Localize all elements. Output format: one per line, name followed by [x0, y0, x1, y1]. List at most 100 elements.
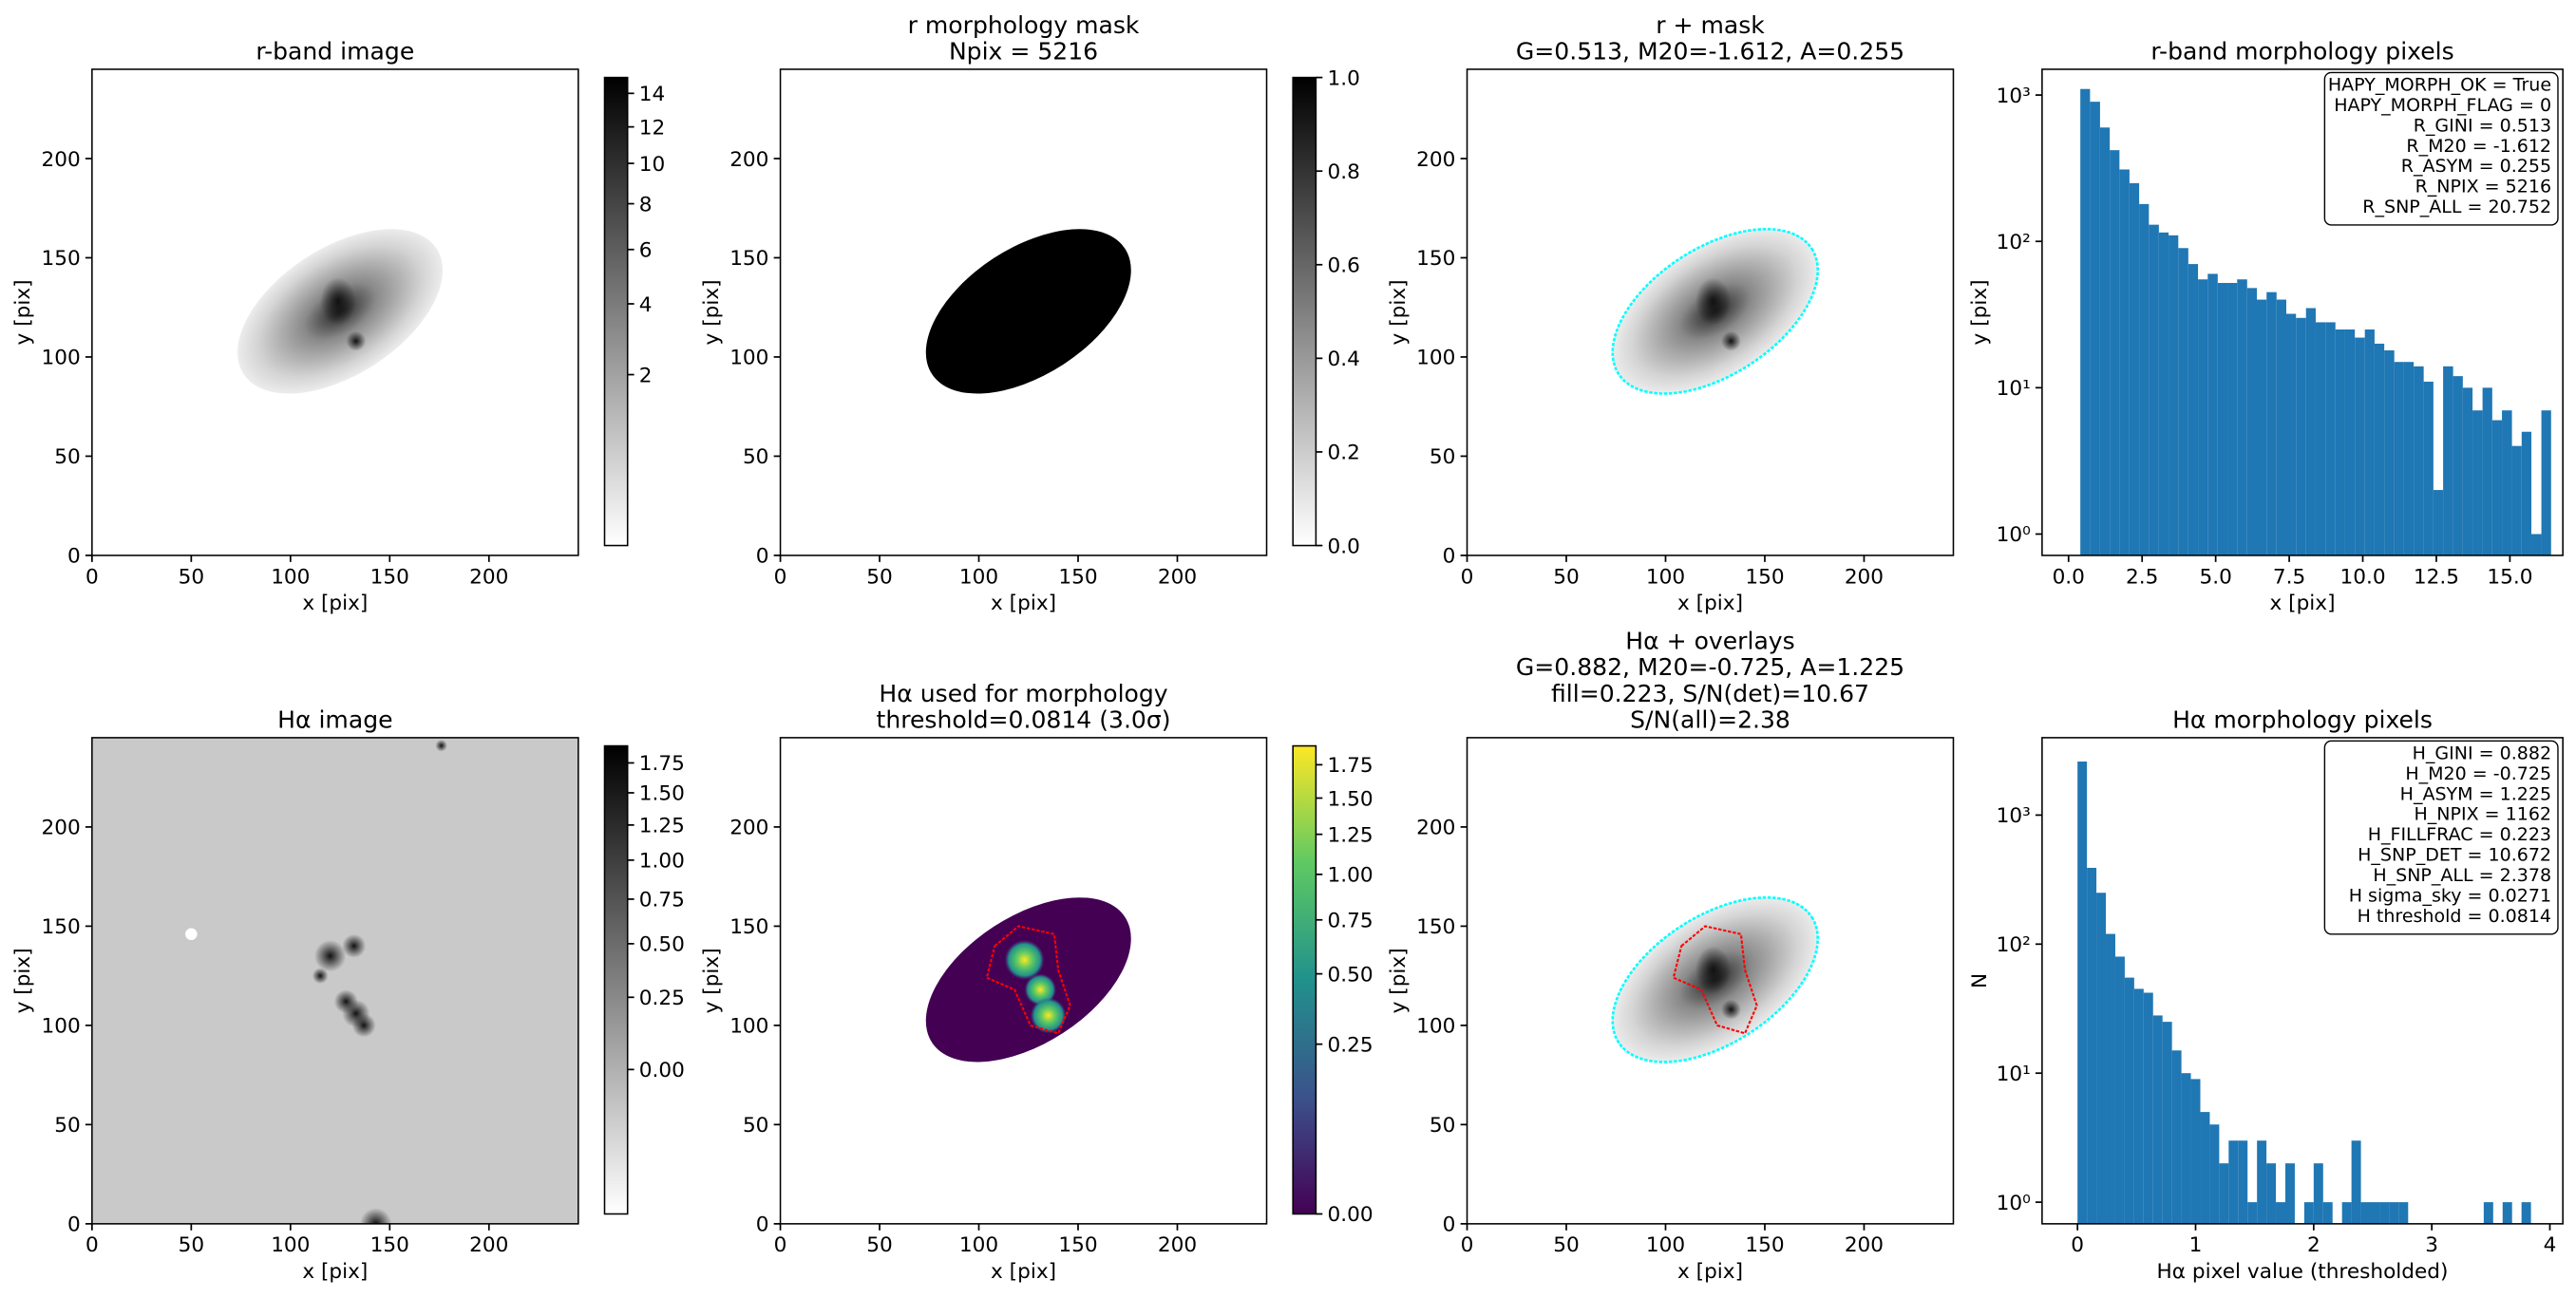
bar: [2178, 248, 2188, 555]
y-axis-label: y [pix]: [11, 948, 35, 1013]
annotation-box: [2323, 740, 2559, 935]
y-tick-label: 200: [42, 817, 81, 840]
emission-blob: [351, 1013, 376, 1038]
plot-area: [2077, 762, 2531, 1224]
chart-title: r + mask: [1656, 11, 1765, 39]
y-tick-label: 100: [1416, 1015, 1455, 1039]
x-tick-label: 150: [1745, 565, 1784, 589]
y-tick-label: 0: [67, 1213, 81, 1237]
chart-title: r-band image: [256, 38, 414, 66]
x-tick-label: 50: [179, 565, 205, 589]
x-tick-label: 0: [85, 1233, 99, 1257]
core: [1695, 946, 1732, 994]
emission-blob: [313, 940, 347, 972]
bar: [2398, 1202, 2409, 1224]
knot: [346, 330, 367, 351]
x-tick-label: 10.0: [2339, 565, 2385, 589]
bar: [2099, 127, 2111, 555]
emission-blob: [1024, 973, 1057, 1006]
knot: [1720, 999, 1741, 1020]
axes-frame: [2041, 737, 2564, 1225]
bar: [2322, 1202, 2333, 1224]
colorbar-tick-label: 1.50: [639, 782, 685, 806]
bar: [2364, 329, 2375, 555]
bar: [2403, 362, 2415, 555]
bar: [2453, 376, 2463, 555]
bar: [2152, 1015, 2163, 1224]
bar: [2482, 387, 2492, 555]
contour: [985, 925, 1071, 1035]
annotation-line: H_SNP_ALL = 2.378: [2373, 865, 2551, 886]
y-tick-label: 0: [1443, 545, 1456, 569]
x-tick-label: 150: [1058, 1233, 1097, 1257]
bar: [2181, 1073, 2191, 1224]
y-tick-label: 200: [729, 817, 768, 840]
y-tick-label: 10³: [1997, 85, 2031, 108]
bar: [2433, 490, 2444, 555]
y-tick-label: 10²: [1997, 231, 2031, 254]
x-tick-label: 12.5: [2414, 565, 2459, 589]
panel: 0 50 100 150 200 0 50 100 150 200 x [pix] y [pix] r-…: [11, 38, 665, 615]
emission-blob: [1030, 997, 1067, 1034]
annotation-line: H_SNP_DET = 10.672: [2358, 845, 2551, 866]
contour: [1672, 925, 1758, 1035]
y-tick-label: 0: [756, 545, 769, 569]
x-tick-label: 150: [1745, 1233, 1784, 1257]
bar: [2238, 1140, 2248, 1224]
plot-area: [2080, 88, 2551, 555]
x-tick-label: 50: [179, 1233, 205, 1257]
y-tick-label: 10⁰: [1997, 523, 2031, 547]
bar: [2139, 203, 2150, 555]
colorbar-tick-label: 14: [639, 83, 666, 106]
background: [91, 737, 578, 1224]
colorbar: [603, 76, 629, 547]
colorbar: [1292, 744, 1317, 1215]
x-tick-label: 150: [370, 1233, 409, 1257]
x-tick-label: 150: [1058, 565, 1097, 589]
y-tick-label: 10²: [1997, 933, 2031, 957]
y-tick-label: 50: [54, 1114, 80, 1138]
bar: [2200, 1112, 2210, 1224]
bar: [2149, 224, 2159, 555]
y-axis-label: y [pix]: [11, 279, 35, 345]
x-tick-label: 3: [2425, 1233, 2438, 1257]
colorbar-tick-label: 12: [639, 116, 666, 140]
bar: [2305, 308, 2316, 555]
bar: [2114, 956, 2125, 1224]
y-tick-label: 200: [1416, 817, 1455, 840]
bar: [2389, 1202, 2399, 1224]
y-tick-label: 100: [42, 1015, 81, 1039]
annotation-line: R_NPIX = 5216: [2415, 177, 2551, 198]
x-tick-label: 0: [85, 565, 99, 589]
bar: [2162, 1022, 2172, 1224]
bar: [2158, 232, 2169, 555]
y-axis-label: y [pix]: [1387, 279, 1411, 345]
y-tick-label: 100: [729, 347, 768, 370]
x-tick-label: 5.0: [2199, 565, 2231, 589]
y-tick-label: 50: [743, 445, 769, 469]
plot-area: [925, 897, 1131, 1063]
panel: 0 1 2 3 4 10⁰ 10¹ 10² 10³ Hα pixel value (thresho…: [1968, 706, 2564, 1284]
bar: [2266, 1163, 2277, 1224]
y-tick-label: 0: [67, 545, 81, 569]
chart-title: Hα image: [277, 706, 392, 734]
y-tick-label: 50: [1430, 445, 1456, 469]
bar: [2370, 1202, 2380, 1224]
annotation-line: R_ASYM = 0.255: [2401, 156, 2551, 177]
x-tick-label: 7.5: [2273, 565, 2305, 589]
bar: [2257, 299, 2267, 555]
chart-title: G=0.513, M20=-1.612, A=0.255: [1516, 38, 1904, 66]
y-tick-label: 200: [1416, 148, 1455, 172]
bar: [2531, 534, 2542, 555]
bar: [2188, 264, 2199, 555]
x-tick-label: 4: [2544, 1233, 2557, 1257]
plot-area: [1611, 895, 1819, 1063]
x-tick-label: 100: [1646, 1233, 1685, 1257]
x-axis-label: x [pix]: [1677, 1260, 1743, 1284]
x-tick-label: 50: [866, 1233, 893, 1257]
x-tick-label: 100: [271, 565, 310, 589]
y-tick-label: 150: [1416, 247, 1455, 271]
y-tick-label: 10¹: [1997, 377, 2031, 401]
y-axis-label: y [pix]: [1387, 948, 1411, 1013]
